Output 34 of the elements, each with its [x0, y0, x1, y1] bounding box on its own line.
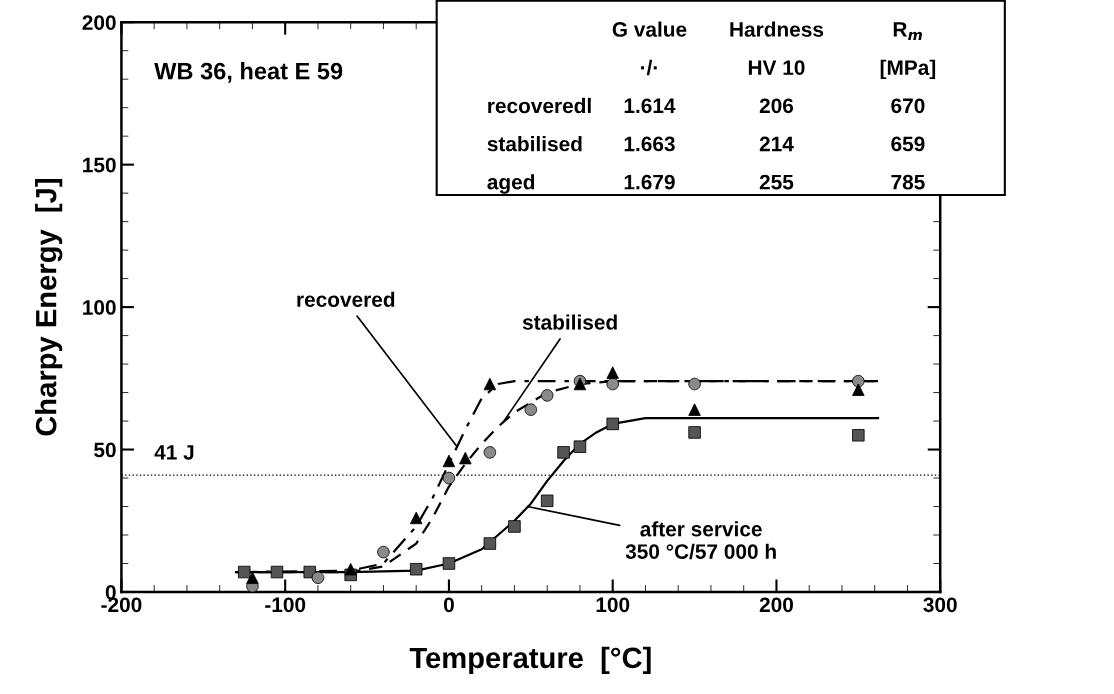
- annotation: 1.679: [624, 174, 675, 190]
- annotation: 659: [891, 136, 925, 152]
- annotation: stabilised: [522, 314, 617, 330]
- x-tick-label: -100: [265, 597, 306, 613]
- x-tick-label: 300: [923, 597, 957, 613]
- y-tick-label: 200: [82, 15, 116, 30]
- annotation: G value: [612, 21, 687, 37]
- x-tick-label: 200: [759, 597, 793, 613]
- annotation: recoveredl: [488, 97, 591, 114]
- annotation: 670: [891, 98, 925, 114]
- annotation: HV 10: [748, 60, 805, 75]
- y-tick-label: 150: [83, 157, 116, 173]
- x-tick-label: 0: [443, 597, 454, 613]
- y-tick-label: 50: [94, 442, 116, 458]
- annotation: 785: [891, 174, 925, 190]
- annotation: 255: [759, 174, 794, 190]
- annotation: 214: [759, 136, 794, 152]
- y-tick-label: 100: [83, 300, 116, 315]
- annotation: recovered: [297, 291, 395, 307]
- x-axis-title: Temperature [°C]: [409, 646, 651, 675]
- annotation: 1.663: [624, 136, 675, 152]
- annotation: [MPa]: [880, 59, 936, 80]
- annotation: Hardness: [730, 21, 824, 37]
- x-tick-label: 100: [596, 597, 630, 613]
- annotation: aged: [487, 174, 535, 194]
- annotation: 1.614: [624, 98, 676, 114]
- annotation: R$_{m}$: [893, 22, 922, 40]
- annotation: 206: [759, 98, 794, 114]
- ref-line-label: 41 J: [154, 445, 194, 460]
- annotation: ·/·: [641, 59, 657, 76]
- y-axis-title: Charpy Energy [J]: [35, 179, 63, 436]
- annotation: stabilised: [487, 136, 582, 152]
- annotation: WB 36, heat E 59: [154, 62, 343, 83]
- annotation: after service 350 °C/57 000 h: [625, 521, 776, 560]
